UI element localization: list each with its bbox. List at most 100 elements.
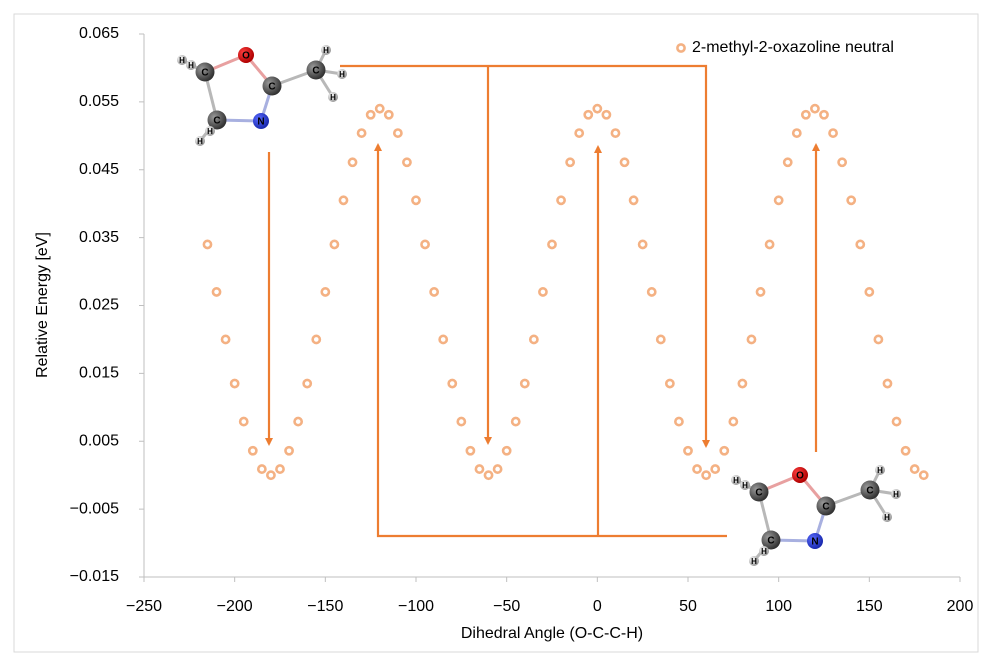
data-point: [775, 197, 782, 204]
data-point: [839, 159, 846, 166]
atom-label: H: [197, 137, 203, 146]
x-tick-label: −50: [493, 598, 520, 615]
x-tick-label: 200: [947, 598, 974, 615]
data-point: [431, 288, 438, 295]
data-point: [512, 418, 519, 425]
arrows: [269, 66, 816, 536]
data-point: [313, 336, 320, 343]
data-point: [721, 447, 728, 454]
data-point: [802, 111, 809, 118]
data-point: [585, 111, 592, 118]
data-point: [757, 288, 764, 295]
data-point: [258, 465, 265, 472]
data-point: [285, 447, 292, 454]
data-point: [621, 159, 628, 166]
data-point: [331, 241, 338, 248]
data-point: [340, 197, 347, 204]
x-tick-label: −250: [126, 598, 162, 615]
y-tick-label: 0.035: [79, 229, 119, 246]
atom-label: N: [811, 537, 818, 548]
data-point: [421, 241, 428, 248]
atom-label: H: [877, 466, 883, 475]
data-point: [276, 465, 283, 472]
molecule: OCCCNCHHHHHHH: [177, 45, 347, 146]
y-axis-title: Relative Energy [eV]: [34, 232, 51, 378]
data-point: [304, 380, 311, 387]
data-point: [748, 336, 755, 343]
data-point: [811, 105, 818, 112]
y-tick-label: 0.065: [79, 25, 119, 42]
atom-label: H: [207, 127, 213, 136]
atom-label: H: [884, 513, 890, 522]
atom-label: C: [312, 66, 319, 77]
data-point: [322, 288, 329, 295]
data-point: [240, 418, 247, 425]
data-point: [784, 159, 791, 166]
data-point: [494, 465, 501, 472]
atom-label: O: [796, 471, 804, 482]
data-point: [675, 418, 682, 425]
y-tick-label: 0.045: [79, 161, 119, 178]
data-point: [385, 111, 392, 118]
x-tick-label: −150: [307, 598, 343, 615]
atom-label: H: [751, 557, 757, 566]
data-point: [358, 129, 365, 136]
data-point: [848, 197, 855, 204]
atom-label: C: [866, 486, 873, 497]
data-point: [603, 111, 610, 118]
x-tick-label: −100: [398, 598, 434, 615]
data-point: [911, 465, 918, 472]
atom-label: C: [822, 502, 829, 513]
legend-label: 2-methyl-2-oxazoline neutral: [692, 39, 894, 56]
data-point: [539, 288, 546, 295]
atom-label: H: [179, 56, 185, 65]
data-point: [548, 241, 555, 248]
atom-label: C: [201, 68, 208, 79]
x-tick-label: 50: [679, 598, 697, 615]
x-tick-label: 150: [856, 598, 883, 615]
data-point: [485, 472, 492, 479]
x-tick-label: −200: [217, 598, 253, 615]
data-point: [267, 472, 274, 479]
data-point: [530, 336, 537, 343]
data-point: [730, 418, 737, 425]
data-point: [866, 288, 873, 295]
data-point: [394, 129, 401, 136]
atom-label: H: [188, 61, 194, 70]
data-point: [920, 472, 927, 479]
data-point: [467, 447, 474, 454]
data-point: [829, 129, 836, 136]
atom-label: H: [742, 481, 748, 490]
data-point: [893, 418, 900, 425]
data-point: [503, 447, 510, 454]
data-point: [231, 380, 238, 387]
data-point: [739, 380, 746, 387]
atom-label: H: [339, 70, 345, 79]
x-tick-label: 0: [593, 598, 602, 615]
data-point: [567, 159, 574, 166]
atom-label: H: [733, 476, 739, 485]
data-point: [349, 159, 356, 166]
data-point: [594, 105, 601, 112]
atom-label: N: [257, 117, 264, 128]
data-point: [521, 380, 528, 387]
data-point: [412, 197, 419, 204]
data-point: [249, 447, 256, 454]
data-point: [204, 241, 211, 248]
data-point: [902, 447, 909, 454]
data-point: [684, 447, 691, 454]
atom-label: C: [268, 82, 275, 93]
data-point: [449, 380, 456, 387]
data-point: [476, 465, 483, 472]
data-point: [639, 241, 646, 248]
atom-label: H: [330, 93, 336, 102]
data-point: [820, 111, 827, 118]
data-point: [367, 111, 374, 118]
data-point: [693, 465, 700, 472]
atom-label: C: [755, 488, 762, 499]
y-tick-label: −0.005: [70, 500, 119, 517]
y-tick-label: 0.015: [79, 365, 119, 382]
legend-marker: [677, 44, 684, 51]
data-point: [857, 241, 864, 248]
x-tick-label: 100: [765, 598, 792, 615]
